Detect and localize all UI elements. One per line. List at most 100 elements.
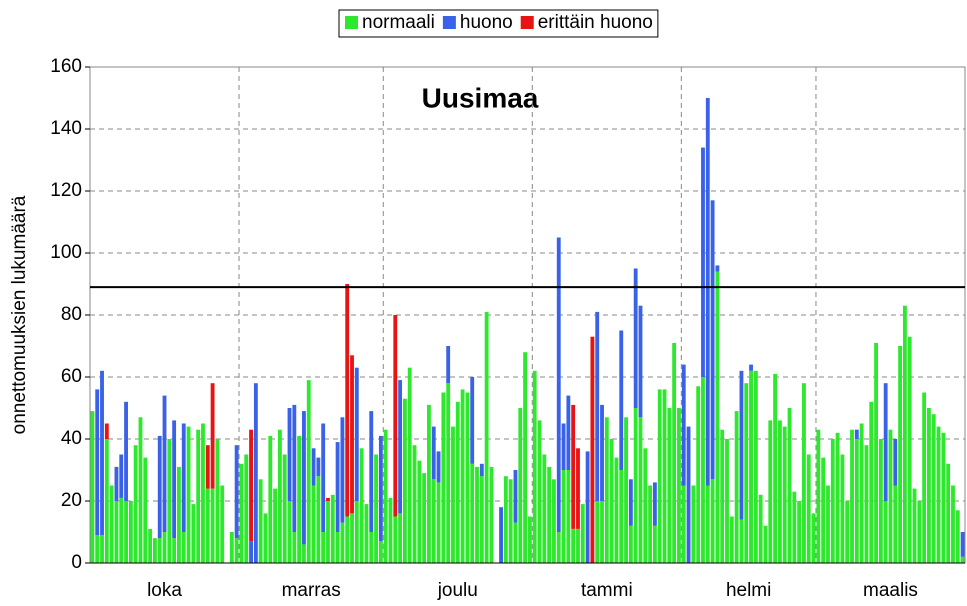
bar-segment xyxy=(912,488,917,563)
bar-segment xyxy=(600,404,604,501)
bar-segment xyxy=(739,519,744,563)
bar-segment xyxy=(172,420,177,539)
bar-segment xyxy=(479,476,484,563)
bar-segment xyxy=(162,395,167,532)
bar-segment xyxy=(672,342,677,563)
bar-segment xyxy=(508,479,513,563)
bar-segment xyxy=(263,513,268,563)
bar-segment xyxy=(354,367,359,501)
bar-segment xyxy=(652,525,657,563)
bar-segment xyxy=(624,417,628,563)
bar-segment xyxy=(705,98,710,486)
bar-segment xyxy=(446,346,451,384)
legend-label: huono xyxy=(460,12,513,33)
bar-segment xyxy=(345,516,350,563)
x-tick-label: joulu xyxy=(437,580,478,601)
bar-segment xyxy=(874,342,878,563)
bar-segment xyxy=(744,383,749,563)
bar-segment xyxy=(854,439,859,563)
bar-segment xyxy=(556,237,561,532)
bar-segment xyxy=(753,370,758,563)
bar-segment xyxy=(95,389,100,536)
bar-segment xyxy=(436,482,441,563)
bar-segment xyxy=(172,538,177,563)
bar-segment xyxy=(710,200,715,480)
bar-segment xyxy=(941,432,946,563)
bar-segment xyxy=(595,311,600,501)
bar-segment xyxy=(552,479,556,563)
bar-segment xyxy=(229,532,234,563)
bar-segment xyxy=(479,463,484,477)
bar-segment xyxy=(393,315,398,517)
bar-segment xyxy=(835,432,840,563)
bar-segment xyxy=(201,423,205,563)
bar-segment xyxy=(946,463,951,563)
bar-segment xyxy=(614,457,619,563)
bar-segment xyxy=(691,485,696,563)
bar-segment xyxy=(157,435,162,539)
bar-segment xyxy=(114,501,119,563)
bar-segment xyxy=(196,429,201,563)
bar-segment xyxy=(378,541,383,563)
bar-segment xyxy=(354,501,359,563)
bar-segment xyxy=(258,479,263,563)
bar-segment xyxy=(451,426,455,563)
bar-segment xyxy=(210,383,215,489)
y-tick-label: 40 xyxy=(61,428,82,449)
bar-segment xyxy=(191,504,196,563)
bar-segment xyxy=(282,454,287,563)
bar-segment xyxy=(527,516,532,563)
bar-segment xyxy=(782,426,787,563)
bar-segment xyxy=(734,411,739,563)
bar-segment xyxy=(369,532,374,563)
bar-segment xyxy=(335,532,340,563)
bar-segment xyxy=(922,392,927,563)
bar-segment xyxy=(513,470,518,523)
bar-segment xyxy=(883,383,888,501)
bar-segment xyxy=(686,426,691,563)
bar-segment xyxy=(763,525,768,563)
bar-segment xyxy=(571,404,576,529)
x-tick-label: marras xyxy=(282,580,341,601)
bar-segment xyxy=(249,429,253,542)
bar-segment xyxy=(850,429,854,563)
bar-segment xyxy=(931,414,936,563)
bar-segment xyxy=(374,454,378,563)
bar-segment xyxy=(335,442,340,532)
bar-segment xyxy=(90,411,95,563)
bar-segment xyxy=(696,386,701,563)
bar-segment xyxy=(393,516,398,563)
bar-segment xyxy=(542,454,547,563)
bar-segment xyxy=(157,538,162,563)
x-tick-label: loka xyxy=(147,580,182,601)
bar-segment xyxy=(422,473,427,563)
bar-segment xyxy=(239,463,244,563)
bar-segment xyxy=(749,364,753,371)
bar-segment xyxy=(854,429,859,439)
legend-label: normaali xyxy=(362,12,435,33)
bar-segment xyxy=(907,336,912,563)
bar-segment xyxy=(888,429,893,563)
bar-segment xyxy=(249,541,253,563)
bar-segment xyxy=(167,439,172,563)
bar-segment xyxy=(816,429,821,563)
legend: normaali huono erittäin huono xyxy=(338,9,659,38)
bar-segment xyxy=(826,485,830,563)
bar-segment xyxy=(777,420,782,563)
bar-segment xyxy=(446,383,451,563)
bar-segment xyxy=(787,408,792,563)
chart-title: Uusimaa xyxy=(422,82,539,113)
bar-segment xyxy=(960,532,965,557)
bar-segment xyxy=(869,401,874,563)
bar-segment xyxy=(864,445,869,563)
bar-segment xyxy=(292,404,297,532)
bar-segment xyxy=(802,383,806,563)
bar-segment xyxy=(489,466,494,563)
bar-segment xyxy=(556,532,561,563)
bar-segment xyxy=(470,463,475,563)
bar-segment xyxy=(715,265,720,272)
bar-segment xyxy=(398,513,403,563)
bar-segment xyxy=(643,448,648,563)
bar-segment xyxy=(705,485,710,563)
bar-segment xyxy=(600,501,604,563)
